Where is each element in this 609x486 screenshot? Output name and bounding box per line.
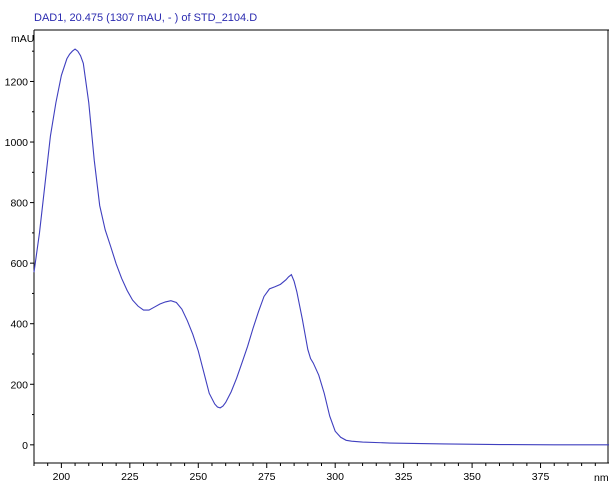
x-tick-label: 325 — [395, 471, 413, 483]
y-axis-unit-label: mAU — [11, 33, 34, 45]
y-tick-label: 1200 — [5, 76, 29, 88]
x-tick-label: 300 — [326, 471, 344, 483]
x-tick-label: 375 — [532, 471, 550, 483]
y-tick-label: 800 — [10, 198, 28, 210]
x-axis-unit-label: nm — [594, 472, 609, 484]
chart-title: DAD1, 20.475 (1307 mAU, - ) of STD_2104.… — [34, 12, 257, 24]
y-axis: 0 200 400 600 800 1000 1200 — [5, 50, 34, 452]
x-tick-label: 350 — [463, 471, 481, 483]
x-tick-label: 275 — [258, 471, 276, 483]
y-tick-label: 1000 — [5, 137, 29, 149]
spectrum-trace — [33, 48, 609, 446]
y-tick-label: 400 — [10, 319, 28, 331]
x-tick-label: 250 — [190, 471, 208, 483]
x-tick-label: 200 — [53, 471, 71, 483]
x-tick-label: 225 — [121, 471, 139, 483]
x-axis: 200 225 250 275 300 325 350 375 — [33, 463, 596, 483]
y-tick-label: 600 — [10, 258, 28, 270]
y-tick-label: 0 — [22, 440, 28, 452]
y-tick-label: 200 — [10, 379, 28, 391]
